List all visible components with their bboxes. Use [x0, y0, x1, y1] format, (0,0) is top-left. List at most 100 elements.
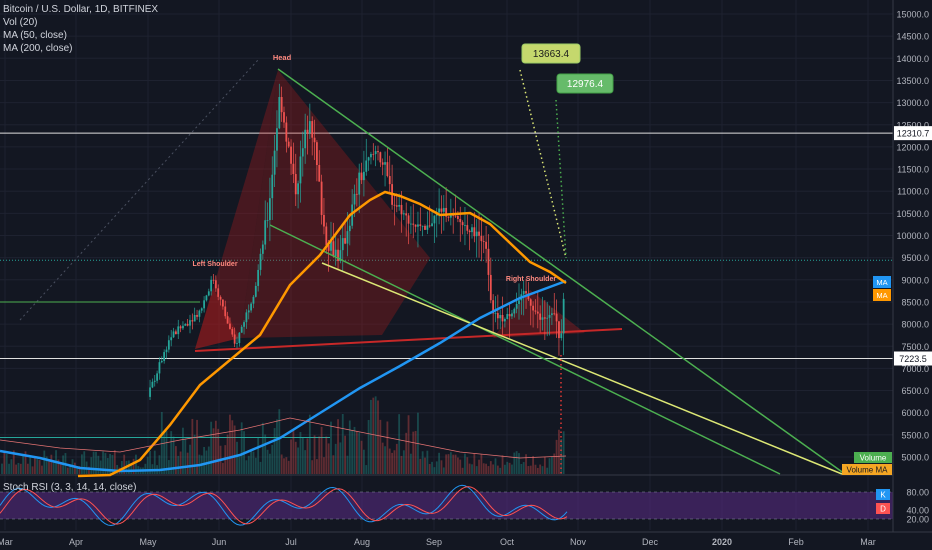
candle-body	[438, 208, 440, 213]
candle-body	[177, 326, 180, 335]
volume-bar	[3, 452, 6, 474]
time-tick-label: May	[139, 537, 157, 547]
stoch-rsi-label[interactable]: Stoch RSI (3, 3, 14, 14, close)	[3, 482, 137, 493]
candle-body	[374, 151, 377, 155]
candle-body	[447, 216, 450, 218]
volume-bar	[238, 457, 241, 474]
candle-body	[224, 306, 227, 317]
candle-body	[313, 137, 316, 143]
time-tick-label: 2020	[712, 537, 732, 547]
candle-body	[311, 121, 314, 138]
candle-body	[433, 215, 436, 224]
volume-bar	[226, 434, 229, 474]
volume-bar	[153, 450, 156, 474]
candle-body	[421, 225, 424, 227]
volume-bar	[102, 451, 104, 474]
price-tick-label: 5000.0	[901, 453, 929, 463]
volume-bar	[400, 455, 403, 474]
ma50-indicator-label[interactable]: MA (50, close)	[3, 30, 67, 41]
ma200-badge: MA	[876, 278, 887, 287]
candle-body	[179, 326, 182, 329]
price-tick-label: 12000.0	[896, 142, 929, 152]
volume-bar	[193, 434, 196, 474]
volume-bar	[78, 466, 81, 474]
volume-bar	[388, 448, 391, 474]
volume-bar	[231, 420, 234, 474]
volume-bar	[558, 429, 560, 474]
volume-bar	[367, 419, 370, 474]
ma200-indicator-label[interactable]: MA (200, close)	[3, 43, 73, 54]
volume-bar	[339, 442, 342, 474]
candle-body	[475, 231, 478, 237]
candle-body	[393, 204, 396, 206]
candle-body	[306, 129, 309, 133]
candle-body	[236, 343, 238, 344]
volume-bar	[341, 413, 344, 474]
price-tick-label: 5500.0	[901, 430, 929, 440]
candle-body	[292, 163, 295, 175]
head-shoulders-pattern	[194, 70, 623, 352]
volume-bar	[433, 467, 436, 474]
candle-body	[325, 226, 328, 246]
stoch-rsi-pane[interactable]	[0, 484, 893, 526]
volume-bar	[76, 467, 79, 474]
volume-bar	[1, 463, 3, 474]
ma200-line	[0, 279, 567, 473]
volume-bar	[36, 459, 39, 474]
annotations: Head Left Shoulder Right Shoulder 13663.…	[192, 43, 614, 283]
volume-bar	[402, 450, 405, 474]
volume-bar	[520, 463, 523, 474]
volume-ma-badge: Volume MA	[847, 466, 889, 475]
candle-body	[257, 269, 260, 286]
candle-body	[165, 349, 168, 353]
volume-bar	[290, 439, 292, 474]
volume-bar	[179, 451, 182, 474]
stoch-tick-label: 80.00	[906, 488, 929, 498]
volume-bar	[395, 443, 398, 474]
candle-body	[254, 285, 257, 297]
candle-body	[163, 352, 166, 361]
candle-body	[273, 150, 276, 175]
candle-body	[445, 207, 448, 217]
candle-body	[339, 250, 342, 262]
volume-bar	[163, 432, 166, 474]
vol-indicator-label[interactable]: Vol (20)	[3, 17, 38, 28]
target-high-callout[interactable]: 13663.4	[521, 43, 581, 64]
candle-body	[562, 298, 565, 334]
descending-trendline	[277, 68, 846, 475]
candle-body	[412, 223, 415, 225]
head-label: Head	[273, 53, 292, 62]
candle-body	[464, 225, 466, 226]
volume-bar	[212, 428, 215, 474]
volume-bar	[97, 455, 100, 474]
volume-bar	[499, 467, 502, 474]
candle-body	[290, 146, 292, 164]
volume-bar	[170, 431, 173, 474]
candle-body	[304, 129, 307, 149]
volume-bar	[19, 463, 22, 474]
candle-body	[558, 321, 560, 339]
candle-body	[278, 96, 281, 129]
stoch-tick-label: 40.00	[906, 506, 929, 516]
price-tick-label: 10500.0	[896, 209, 929, 219]
volume-bar	[424, 457, 426, 474]
volume-bar	[116, 464, 119, 474]
target-low-callout[interactable]: 12976.4	[556, 73, 614, 94]
candle-body	[217, 288, 220, 297]
time-tick-label: Mar	[0, 537, 13, 547]
volume-bar	[266, 449, 269, 474]
candle-body	[285, 122, 288, 142]
candle-body	[518, 300, 520, 304]
volume-bar	[344, 435, 346, 474]
candle-body	[264, 220, 267, 245]
volume-bar	[26, 463, 29, 474]
candle-body	[203, 300, 205, 309]
volume-bar	[471, 464, 473, 474]
candle-body	[494, 313, 497, 314]
volume-bar	[515, 451, 518, 474]
volume-bar	[59, 463, 62, 474]
candle-body	[283, 112, 285, 123]
symbol-title[interactable]: Bitcoin / U.S. Dollar, 1D, BITFINEX	[3, 4, 159, 15]
